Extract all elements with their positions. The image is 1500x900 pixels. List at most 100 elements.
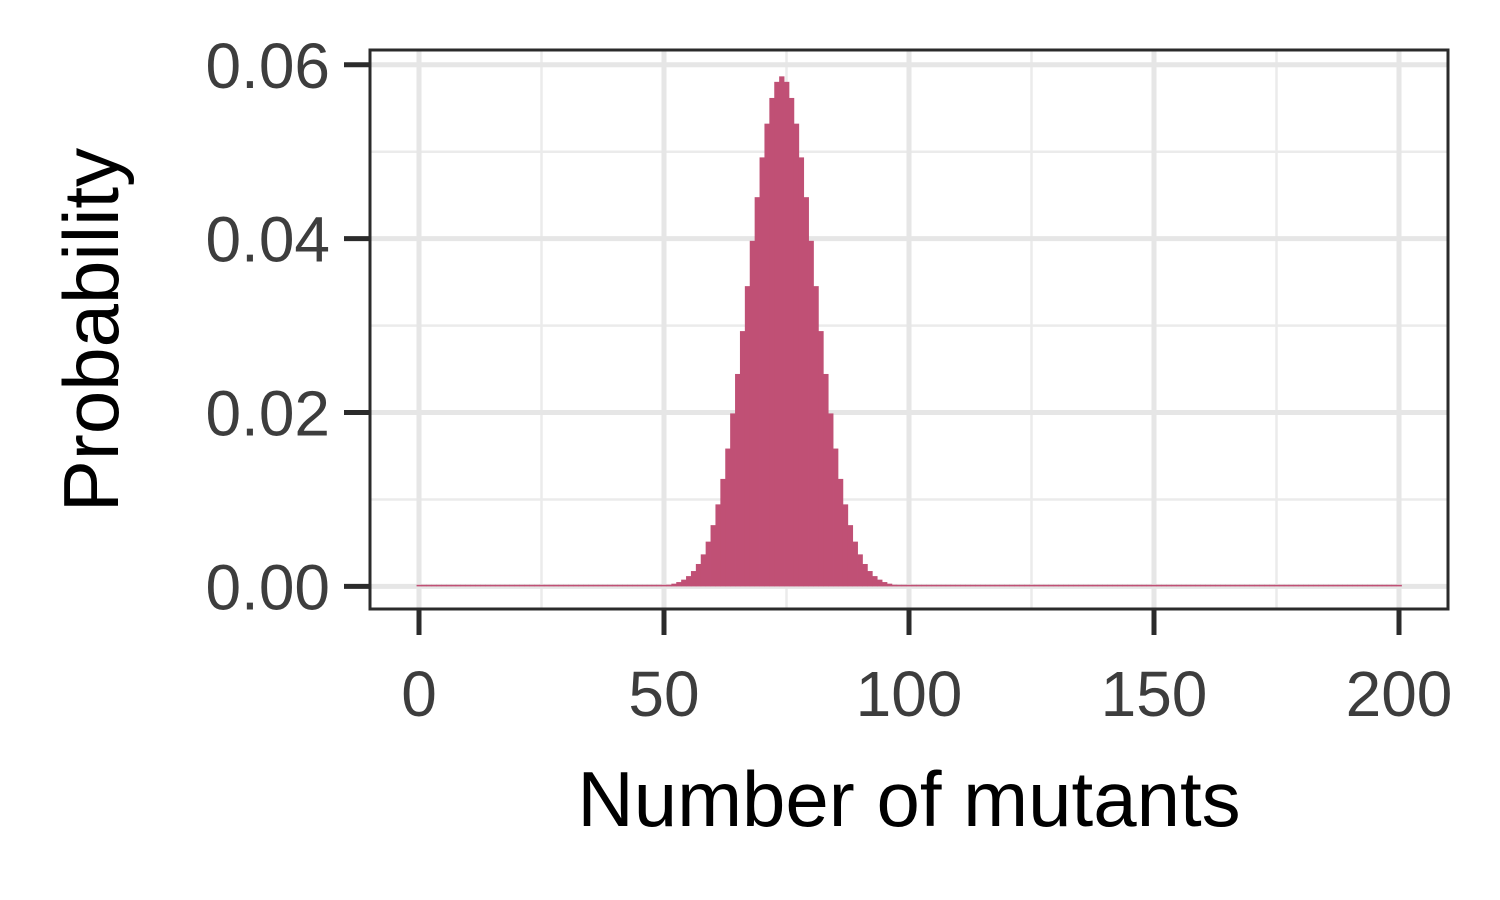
- histogram-bar: [1117, 584, 1123, 587]
- histogram-bar: [921, 584, 927, 587]
- histogram-bar: [1298, 584, 1304, 587]
- histogram-bar: [705, 541, 711, 587]
- histogram-bar: [671, 583, 677, 587]
- histogram-bar: [813, 286, 819, 587]
- histogram-bar: [989, 584, 996, 587]
- histogram-bar: [725, 448, 731, 587]
- y-axis-ticks: 0.00 0.02 0.04 0.06: [205, 30, 370, 623]
- x-tick-label: 200: [1346, 658, 1453, 730]
- histogram-bar: [1376, 584, 1383, 587]
- histogram-bar: [475, 584, 481, 587]
- histogram-bar: [676, 582, 682, 587]
- histogram-bar: [1200, 584, 1206, 587]
- histogram-bar: [602, 584, 609, 587]
- histogram-bar: [975, 584, 981, 587]
- histogram-bar: [916, 584, 922, 587]
- histogram-bar: [470, 584, 476, 587]
- histogram-bar: [1146, 584, 1152, 587]
- histogram-bar: [1269, 584, 1275, 587]
- histogram-bar: [774, 81, 780, 587]
- histogram-bar: [1048, 584, 1054, 587]
- histogram-bar: [901, 584, 907, 587]
- x-tick-label: 100: [856, 658, 963, 730]
- histogram-bar: [1185, 584, 1192, 587]
- histogram-bar: [852, 541, 858, 587]
- x-axis-title: Number of mutants: [577, 755, 1240, 843]
- histogram-bar: [519, 584, 525, 587]
- histogram-bar: [1058, 584, 1064, 587]
- histogram-bar: [695, 563, 702, 587]
- histogram-bar: [808, 240, 814, 587]
- histogram-bar: [1122, 584, 1128, 587]
- histogram-bar: [759, 157, 765, 587]
- histogram-bar: [857, 554, 863, 587]
- histogram-bar: [1342, 584, 1348, 587]
- histogram-bar: [1038, 584, 1045, 587]
- histogram-bar: [1190, 584, 1197, 587]
- histogram-bar: [436, 584, 442, 587]
- histogram-bar: [539, 584, 545, 587]
- histogram-bar: [823, 373, 829, 587]
- histogram-bar: [592, 584, 599, 587]
- histogram-bar: [431, 584, 437, 587]
- histogram-bar: [803, 197, 809, 587]
- histogram-bar: [499, 584, 506, 587]
- histogram-bar: [1288, 584, 1295, 587]
- histogram-bar: [485, 584, 491, 587]
- y-tick-label: 0.06: [205, 30, 330, 102]
- histogram-bar: [1107, 584, 1113, 587]
- histogram-bar: [715, 504, 721, 587]
- histogram-bar: [632, 584, 638, 587]
- histogram-bar: [1274, 584, 1280, 587]
- major-gridlines: [370, 50, 1448, 609]
- histogram-bar: [1004, 584, 1010, 587]
- histogram-bar: [1151, 584, 1157, 587]
- y-axis-title: Probability: [47, 148, 135, 512]
- histogram-bar: [867, 571, 873, 587]
- histogram-bar: [1337, 584, 1344, 587]
- histogram-bar: [1215, 584, 1221, 587]
- histogram-bar: [1033, 584, 1040, 587]
- histogram-bar: [700, 554, 707, 587]
- histogram-bar: [1234, 584, 1241, 587]
- histogram-bar: [1327, 584, 1334, 587]
- histogram-bar: [441, 584, 447, 587]
- histogram-bar: [960, 584, 966, 587]
- histogram-bar: [1024, 584, 1030, 587]
- histogram-bars: [416, 76, 1402, 587]
- histogram-bar: [445, 584, 452, 587]
- histogram-bar: [847, 525, 854, 587]
- histogram-bar: [1386, 584, 1393, 587]
- histogram-bar: [906, 584, 912, 587]
- histogram-bar: [573, 584, 579, 587]
- histogram-bar: [1180, 584, 1187, 587]
- histogram-bar: [1092, 584, 1099, 587]
- histogram-bar: [1029, 584, 1035, 587]
- histogram-bar: [1195, 584, 1201, 587]
- histogram-bar: [661, 584, 667, 587]
- histogram-bar: [1239, 584, 1246, 587]
- histogram-bar: [764, 123, 770, 587]
- histogram-bar: [1332, 584, 1339, 587]
- histogram-bar: [558, 584, 564, 587]
- histogram-bar: [999, 584, 1005, 587]
- histogram-bar: [833, 448, 839, 587]
- histogram-bar: [1381, 584, 1388, 587]
- histogram-bar: [1053, 584, 1059, 587]
- histogram-bar: [911, 584, 917, 587]
- histogram-bar: [627, 584, 633, 587]
- histogram-bar: [862, 563, 868, 587]
- histogram-bar: [818, 331, 824, 587]
- histogram-bar: [1362, 584, 1368, 587]
- histogram-bar: [1171, 584, 1177, 587]
- histogram-bar: [926, 584, 932, 587]
- histogram-bar: [1293, 584, 1299, 587]
- histogram-bar: [1112, 584, 1118, 587]
- histogram-bar: [1323, 584, 1329, 587]
- histogram-bar: [842, 504, 849, 587]
- histogram-bar: [524, 584, 530, 587]
- histogram-bar: [735, 373, 741, 587]
- histogram-bar: [1082, 584, 1089, 587]
- histogram-bar: [931, 584, 937, 587]
